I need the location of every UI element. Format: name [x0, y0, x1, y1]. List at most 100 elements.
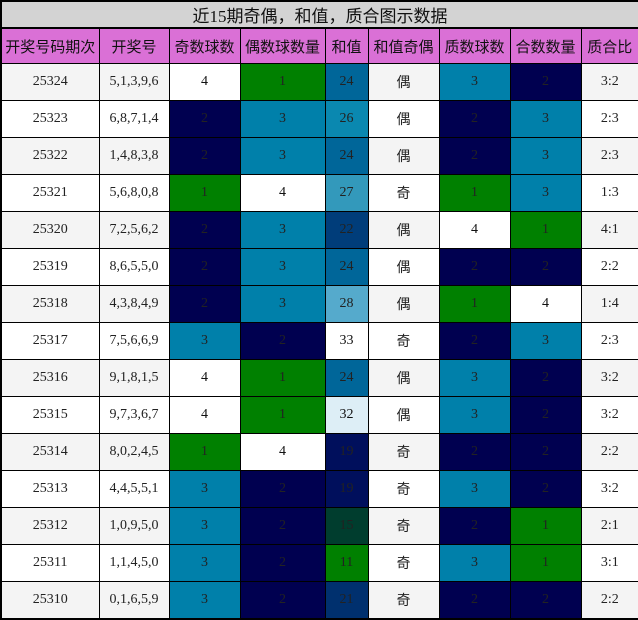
- even-count-cell: 4: [239, 174, 326, 212]
- odd-count-cell: 2: [168, 100, 241, 138]
- numbers-cell: 4,3,8,4,9: [98, 285, 170, 323]
- sum-cell: 22: [324, 211, 369, 249]
- numbers-cell: 9,7,3,6,7: [98, 396, 170, 434]
- ratio-cell: 2:1: [580, 507, 638, 545]
- composite-count-cell: 2: [509, 470, 582, 508]
- ratio-cell: 2:3: [580, 322, 638, 360]
- ratio-cell: 2:2: [580, 433, 638, 471]
- numbers-cell: 0,1,6,5,9: [98, 581, 170, 620]
- composite-count-cell: 1: [509, 211, 582, 249]
- odd-count-cell: 3: [168, 544, 241, 582]
- numbers-cell: 7,5,6,6,9: [98, 322, 170, 360]
- composite-count-cell: 3: [509, 322, 582, 360]
- numbers-cell: 1,4,8,3,8: [98, 137, 170, 175]
- sum-parity-cell: 偶: [367, 63, 440, 101]
- ratio-cell: 2:2: [580, 248, 638, 286]
- ratio-cell: 3:2: [580, 470, 638, 508]
- header-even-count: 偶数球数量: [239, 27, 326, 64]
- composite-count-cell: 2: [509, 359, 582, 397]
- ratio-cell: 2:3: [580, 100, 638, 138]
- table-row: 25314 8,0,2,4,5 1 4 19 奇 2 2 2:2: [0, 433, 638, 471]
- table-row: 25318 4,3,8,4,9 2 3 28 偶 1 4 1:4: [0, 285, 638, 323]
- ratio-cell: 3:2: [580, 63, 638, 101]
- prime-count-cell: 2: [438, 507, 511, 545]
- composite-count-cell: 1: [509, 507, 582, 545]
- table-row: 25316 9,1,8,1,5 4 1 24 偶 3 2 3:2: [0, 359, 638, 397]
- sum-cell: 19: [324, 470, 369, 508]
- sum-cell: 24: [324, 63, 369, 101]
- odd-count-cell: 2: [168, 137, 241, 175]
- sum-cell: 24: [324, 137, 369, 175]
- numbers-cell: 4,4,5,5,1: [98, 470, 170, 508]
- ratio-cell: 4:1: [580, 211, 638, 249]
- period-cell: 25316: [0, 359, 100, 397]
- numbers-cell: 8,6,5,5,0: [98, 248, 170, 286]
- composite-count-cell: 2: [509, 433, 582, 471]
- period-cell: 25319: [0, 248, 100, 286]
- even-count-cell: 3: [239, 248, 326, 286]
- odd-count-cell: 3: [168, 322, 241, 360]
- prime-count-cell: 2: [438, 322, 511, 360]
- prime-count-cell: 3: [438, 396, 511, 434]
- sum-cell: 15: [324, 507, 369, 545]
- odd-count-cell: 4: [168, 396, 241, 434]
- even-count-cell: 2: [239, 544, 326, 582]
- prime-count-cell: 4: [438, 211, 511, 249]
- sum-cell: 21: [324, 581, 369, 620]
- composite-count-cell: 4: [509, 285, 582, 323]
- table-row: 25323 6,8,7,1,4 2 3 26 偶 2 3 2:3: [0, 100, 638, 138]
- numbers-cell: 8,0,2,4,5: [98, 433, 170, 471]
- ratio-cell: 3:2: [580, 396, 638, 434]
- prime-count-cell: 2: [438, 433, 511, 471]
- sum-parity-cell: 偶: [367, 359, 440, 397]
- header-row: 开奖号码期次 开奖号 奇数球数 偶数球数量 和值 和值奇偶 质数球数 合数数量 …: [0, 27, 638, 64]
- even-count-cell: 2: [239, 507, 326, 545]
- prime-count-cell: 3: [438, 470, 511, 508]
- table-row: 25321 5,6,8,0,8 1 4 27 奇 1 3 1:3: [0, 174, 638, 212]
- sum-parity-cell: 偶: [367, 137, 440, 175]
- numbers-cell: 7,2,5,6,2: [98, 211, 170, 249]
- sum-parity-cell: 偶: [367, 211, 440, 249]
- period-cell: 25318: [0, 285, 100, 323]
- odd-count-cell: 4: [168, 359, 241, 397]
- ratio-cell: 3:1: [580, 544, 638, 582]
- period-cell: 25320: [0, 211, 100, 249]
- header-sum: 和值: [324, 27, 369, 64]
- period-cell: 25321: [0, 174, 100, 212]
- composite-count-cell: 3: [509, 137, 582, 175]
- period-cell: 25311: [0, 544, 100, 582]
- sum-parity-cell: 奇: [367, 322, 440, 360]
- ratio-cell: 3:2: [580, 359, 638, 397]
- prime-count-cell: 3: [438, 544, 511, 582]
- sum-cell: 24: [324, 359, 369, 397]
- table-row: 25319 8,6,5,5,0 2 3 24 偶 2 2 2:2: [0, 248, 638, 286]
- odd-count-cell: 2: [168, 211, 241, 249]
- table-row: 25320 7,2,5,6,2 2 3 22 偶 4 1 4:1: [0, 211, 638, 249]
- even-count-cell: 3: [239, 100, 326, 138]
- sum-parity-cell: 奇: [367, 544, 440, 582]
- numbers-cell: 5,1,3,9,6: [98, 63, 170, 101]
- header-composite-count: 合数数量: [509, 27, 582, 64]
- numbers-cell: 1,1,4,5,0: [98, 544, 170, 582]
- even-count-cell: 1: [239, 396, 326, 434]
- sum-parity-cell: 偶: [367, 248, 440, 286]
- prime-count-cell: 3: [438, 63, 511, 101]
- composite-count-cell: 3: [509, 174, 582, 212]
- header-odd-count: 奇数球数: [168, 27, 241, 64]
- odd-count-cell: 3: [168, 507, 241, 545]
- table-row: 25313 4,4,5,5,1 3 2 19 奇 3 2 3:2: [0, 470, 638, 508]
- table-row: 25322 1,4,8,3,8 2 3 24 偶 2 3 2:3: [0, 137, 638, 175]
- period-cell: 25322: [0, 137, 100, 175]
- sum-parity-cell: 偶: [367, 396, 440, 434]
- period-cell: 25312: [0, 507, 100, 545]
- table-row: 25312 1,0,9,5,0 3 2 15 奇 2 1 2:1: [0, 507, 638, 545]
- table-row: 25317 7,5,6,6,9 3 2 33 奇 2 3 2:3: [0, 322, 638, 360]
- prime-count-cell: 1: [438, 174, 511, 212]
- header-numbers: 开奖号: [98, 27, 170, 64]
- composite-count-cell: 2: [509, 248, 582, 286]
- even-count-cell: 2: [239, 322, 326, 360]
- table-row: 25310 0,1,6,5,9 3 2 21 奇 2 2 2:2: [0, 581, 638, 620]
- header-period: 开奖号码期次: [0, 27, 100, 64]
- table-row: 25315 9,7,3,6,7 4 1 32 偶 3 2 3:2: [0, 396, 638, 434]
- header-prime-composite-ratio: 质合比: [580, 27, 638, 64]
